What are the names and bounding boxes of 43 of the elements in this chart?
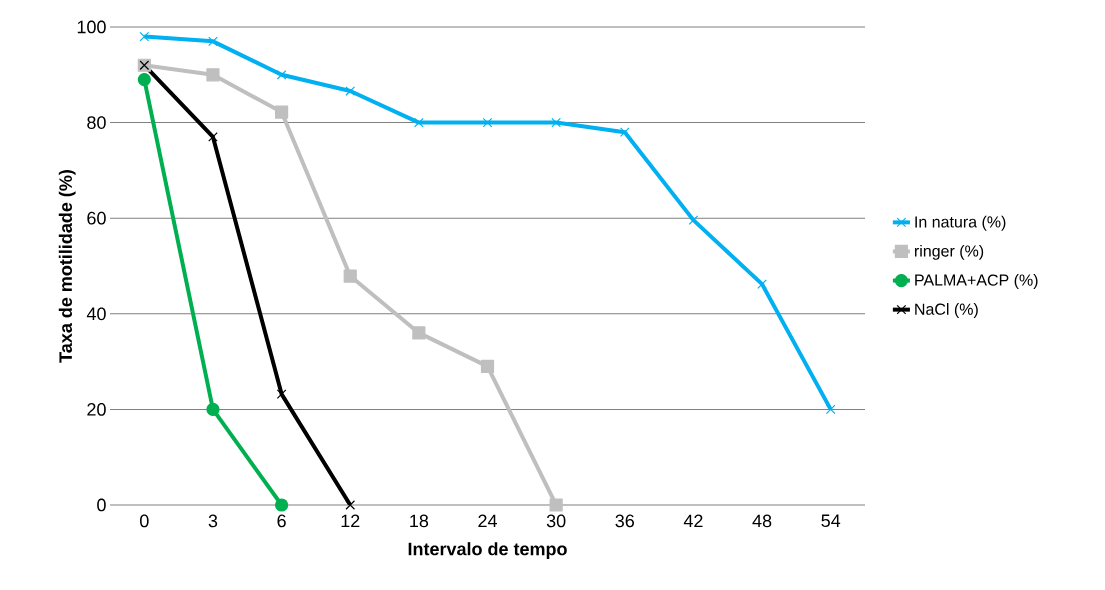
y-tick-label: 60 xyxy=(87,211,106,225)
point xyxy=(206,402,220,416)
point xyxy=(688,215,699,225)
point xyxy=(343,269,357,283)
point xyxy=(551,117,561,128)
point xyxy=(480,359,495,373)
x-tick-label: 18 xyxy=(410,514,429,528)
point xyxy=(549,498,563,512)
point xyxy=(208,36,218,47)
x-tick-label: 0 xyxy=(140,514,149,528)
x-tick-label: 30 xyxy=(546,514,566,528)
x-tick-label: 42 xyxy=(683,514,703,528)
point xyxy=(276,69,287,80)
y-tick-label: 80 xyxy=(87,116,106,129)
y-tick-label: 100 xyxy=(77,20,106,34)
x-tick-label: 24 xyxy=(478,514,497,528)
y-tick-label: 0 xyxy=(97,498,106,512)
point xyxy=(139,31,150,42)
legend-label: NaCl (%) xyxy=(915,303,978,318)
x-tick-label: 12 xyxy=(341,514,360,528)
point xyxy=(482,117,493,128)
point xyxy=(274,105,289,119)
point xyxy=(345,500,356,510)
x-tick-label: 54 xyxy=(821,514,841,528)
point xyxy=(274,498,289,512)
point xyxy=(345,86,356,96)
x-axis-title: Intervalo de tempo xyxy=(408,542,567,559)
legend-label: ringer (%) xyxy=(915,244,984,260)
y-tick-label: 40 xyxy=(86,307,106,321)
x-tick-label: 6 xyxy=(277,514,286,528)
x-tick-label: 36 xyxy=(615,514,634,528)
y-axis-title: Taxa de motilidade (%) xyxy=(58,170,76,363)
x-tick-label: 48 xyxy=(752,514,772,528)
x-tick-label: 3 xyxy=(208,514,218,528)
legend-label: PALMA+ACP (%) xyxy=(915,274,1038,289)
point xyxy=(206,68,220,82)
legend-label: In natura (%) xyxy=(915,215,1006,231)
y-tick-label: 20 xyxy=(87,403,106,416)
point xyxy=(414,117,424,128)
point xyxy=(137,72,151,87)
point xyxy=(619,127,630,137)
point xyxy=(825,404,836,415)
point xyxy=(412,326,426,340)
